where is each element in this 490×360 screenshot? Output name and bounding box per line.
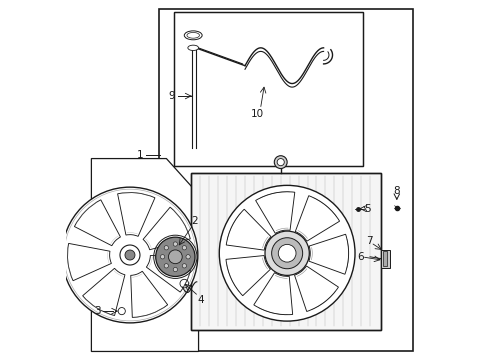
Circle shape	[160, 255, 165, 259]
Circle shape	[156, 237, 195, 276]
Circle shape	[125, 250, 135, 260]
Text: 10: 10	[251, 109, 264, 119]
Circle shape	[62, 187, 198, 323]
Wedge shape	[147, 256, 193, 292]
Circle shape	[182, 264, 187, 268]
Bar	[381, 249, 390, 267]
Circle shape	[182, 246, 187, 250]
Text: 9: 9	[169, 91, 175, 101]
Text: 6: 6	[358, 252, 364, 262]
Circle shape	[271, 238, 303, 269]
Wedge shape	[143, 207, 190, 250]
Circle shape	[164, 246, 169, 250]
Text: 1: 1	[137, 150, 143, 160]
Bar	[159, 9, 413, 351]
Circle shape	[118, 307, 125, 315]
Wedge shape	[226, 256, 270, 296]
Wedge shape	[295, 196, 340, 241]
Wedge shape	[254, 273, 293, 315]
Wedge shape	[226, 209, 271, 250]
Bar	[383, 251, 387, 266]
Text: 2: 2	[192, 216, 198, 226]
Wedge shape	[131, 271, 168, 318]
Wedge shape	[118, 193, 155, 237]
Bar	[192, 173, 381, 330]
Wedge shape	[74, 200, 121, 246]
Circle shape	[164, 264, 169, 268]
Circle shape	[278, 244, 296, 262]
Circle shape	[120, 245, 140, 265]
Wedge shape	[83, 268, 125, 315]
Bar	[192, 173, 381, 330]
Circle shape	[186, 255, 190, 259]
Wedge shape	[68, 243, 111, 281]
Bar	[173, 12, 363, 166]
Text: 4: 4	[197, 295, 204, 305]
Text: 8: 8	[393, 186, 400, 196]
Text: 5: 5	[365, 203, 371, 213]
Circle shape	[173, 267, 177, 272]
Circle shape	[277, 158, 284, 166]
Wedge shape	[256, 192, 295, 233]
Ellipse shape	[184, 31, 202, 40]
Ellipse shape	[188, 45, 198, 50]
Circle shape	[173, 242, 177, 246]
Text: 7: 7	[367, 236, 373, 246]
Text: 3: 3	[94, 306, 100, 316]
Polygon shape	[92, 158, 198, 351]
Ellipse shape	[187, 32, 199, 38]
Wedge shape	[309, 234, 348, 274]
Circle shape	[220, 185, 355, 321]
Circle shape	[274, 156, 287, 168]
Circle shape	[169, 250, 182, 264]
Wedge shape	[294, 266, 339, 311]
Bar	[173, 12, 363, 166]
Circle shape	[265, 231, 309, 275]
